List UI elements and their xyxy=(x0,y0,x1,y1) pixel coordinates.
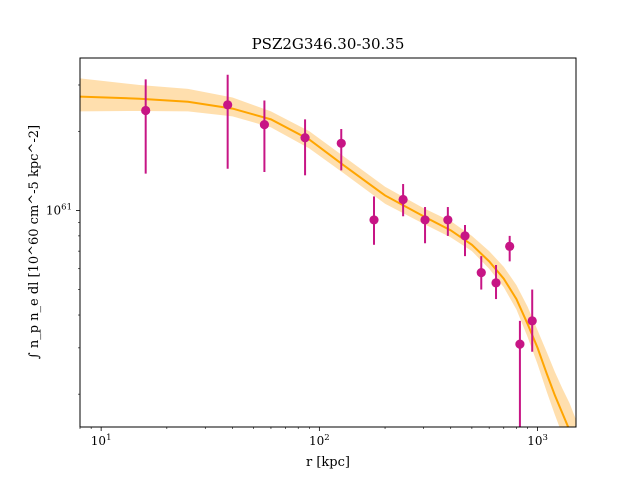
data-point-9 xyxy=(460,231,470,241)
x-tick-label-2: 103 xyxy=(527,433,548,448)
data-point-13 xyxy=(515,339,525,349)
data-point-10 xyxy=(476,268,486,278)
chart-title: PSZ2G346.30-30.35 xyxy=(252,35,405,53)
x-tick-label-0: 101 xyxy=(91,433,112,448)
x-tick-label-1: 102 xyxy=(309,433,330,448)
data-point-12 xyxy=(505,241,515,251)
data-point-7 xyxy=(420,215,430,225)
data-point-5 xyxy=(369,215,379,225)
plot-clip-group xyxy=(80,74,576,427)
y-axis-label-group: ∫ n_p n_e dl [10^60 cm^-5 kpc^-2] xyxy=(27,125,42,359)
x-axis-label: r [kpc] xyxy=(306,455,350,470)
data-point-3 xyxy=(300,133,310,143)
model-confidence-band xyxy=(80,78,576,427)
data-point-6 xyxy=(398,194,408,205)
data-point-4 xyxy=(336,138,346,148)
axes-frame xyxy=(79,57,577,428)
data-point-1 xyxy=(223,100,233,110)
data-point-8 xyxy=(443,215,453,225)
data-point-14 xyxy=(527,316,537,326)
y-tick-label-0: 1061 xyxy=(46,202,72,217)
y-axis-label: ∫ n_p n_e dl [10^60 cm^-5 kpc^-2] xyxy=(27,125,42,359)
data-point-11 xyxy=(491,278,501,288)
data-point-0 xyxy=(141,105,151,116)
model-line xyxy=(80,95,570,427)
data-point-2 xyxy=(259,120,270,130)
plot-area: 101 102 103 1061 xyxy=(46,57,577,448)
